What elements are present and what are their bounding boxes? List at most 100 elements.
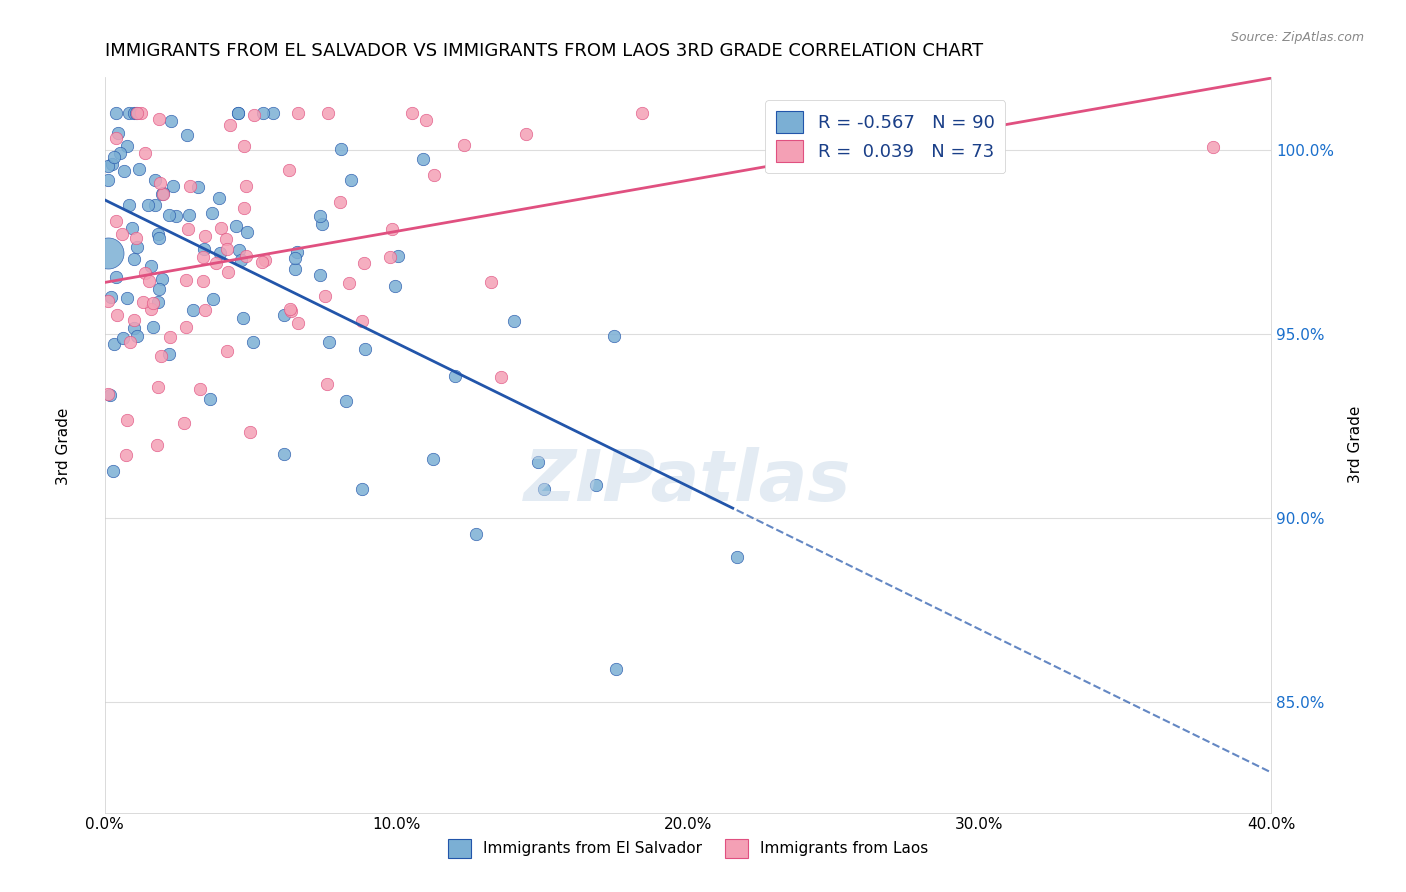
- Point: [252, 106, 274, 120]
- Point: [233, 202, 256, 216]
- Point: [124, 313, 146, 327]
- Point: [128, 161, 150, 176]
- Point: [97, 246, 120, 260]
- Point: [188, 382, 211, 396]
- Point: [350, 482, 373, 496]
- Point: [97, 294, 120, 309]
- Point: [122, 252, 145, 266]
- Point: [287, 316, 309, 330]
- Point: [145, 438, 167, 452]
- Point: [134, 146, 156, 161]
- Point: [139, 259, 162, 273]
- Point: [205, 256, 228, 270]
- Point: [139, 301, 162, 316]
- Point: [97, 159, 120, 173]
- Point: [165, 209, 187, 223]
- Point: [603, 329, 626, 343]
- Point: [314, 289, 336, 303]
- Point: [218, 118, 240, 132]
- Point: [191, 251, 214, 265]
- Point: [193, 242, 215, 256]
- Point: [125, 231, 148, 245]
- Legend: R = -0.567   N = 90, R =  0.039   N = 73: R = -0.567 N = 90, R = 0.039 N = 73: [765, 100, 1005, 173]
- Point: [100, 157, 122, 171]
- Point: [352, 314, 374, 328]
- Point: [100, 290, 122, 304]
- Point: [176, 128, 198, 142]
- Point: [105, 308, 128, 322]
- Point: [381, 221, 404, 235]
- Point: [125, 106, 148, 120]
- Point: [134, 266, 156, 280]
- Point: [318, 334, 340, 349]
- Point: [159, 330, 181, 344]
- Point: [143, 198, 166, 212]
- Point: [174, 320, 197, 334]
- Point: [179, 178, 201, 193]
- Point: [284, 251, 307, 265]
- Point: [157, 208, 180, 222]
- Text: ZIPatlas: ZIPatlas: [524, 447, 852, 516]
- Point: [157, 347, 180, 361]
- Point: [280, 304, 302, 318]
- Point: [201, 206, 224, 220]
- Point: [232, 310, 254, 325]
- Point: [187, 180, 209, 194]
- Point: [217, 265, 239, 279]
- Point: [209, 246, 232, 260]
- Point: [354, 343, 377, 357]
- Point: [142, 296, 165, 310]
- Point: [308, 268, 330, 282]
- Point: [124, 321, 146, 335]
- Point: [146, 380, 169, 394]
- Point: [422, 168, 444, 182]
- Point: [198, 392, 221, 407]
- Point: [121, 220, 143, 235]
- Point: [412, 152, 434, 166]
- Point: [108, 146, 131, 161]
- Point: [253, 252, 276, 267]
- Point: [148, 112, 170, 126]
- Point: [226, 106, 249, 120]
- Point: [491, 370, 513, 384]
- Point: [112, 164, 135, 178]
- Point: [162, 179, 184, 194]
- Point: [235, 179, 257, 194]
- Point: [107, 126, 129, 140]
- Point: [631, 106, 654, 120]
- Point: [103, 150, 125, 164]
- Point: [479, 275, 502, 289]
- Point: [453, 137, 475, 152]
- Point: [115, 138, 138, 153]
- Point: [415, 113, 437, 128]
- Point: [315, 377, 337, 392]
- Point: [335, 393, 357, 408]
- Point: [105, 131, 128, 145]
- Point: [111, 227, 134, 242]
- Point: [285, 244, 308, 259]
- Point: [329, 142, 352, 156]
- Point: [422, 451, 444, 466]
- Point: [148, 230, 170, 244]
- Point: [387, 249, 409, 263]
- Point: [148, 282, 170, 296]
- Point: [217, 243, 239, 257]
- Point: [250, 254, 273, 268]
- Point: [287, 106, 309, 120]
- Point: [138, 198, 160, 212]
- Point: [1202, 139, 1225, 153]
- Point: [194, 303, 217, 318]
- Point: [104, 270, 127, 285]
- Point: [605, 662, 627, 676]
- Point: [97, 387, 120, 401]
- Point: [191, 274, 214, 288]
- Point: [209, 221, 232, 235]
- Point: [236, 225, 259, 239]
- Point: [309, 209, 332, 223]
- Point: [118, 335, 141, 350]
- Point: [152, 186, 174, 200]
- Point: [160, 113, 183, 128]
- Point: [229, 252, 252, 267]
- Point: [273, 308, 295, 322]
- Point: [104, 106, 127, 120]
